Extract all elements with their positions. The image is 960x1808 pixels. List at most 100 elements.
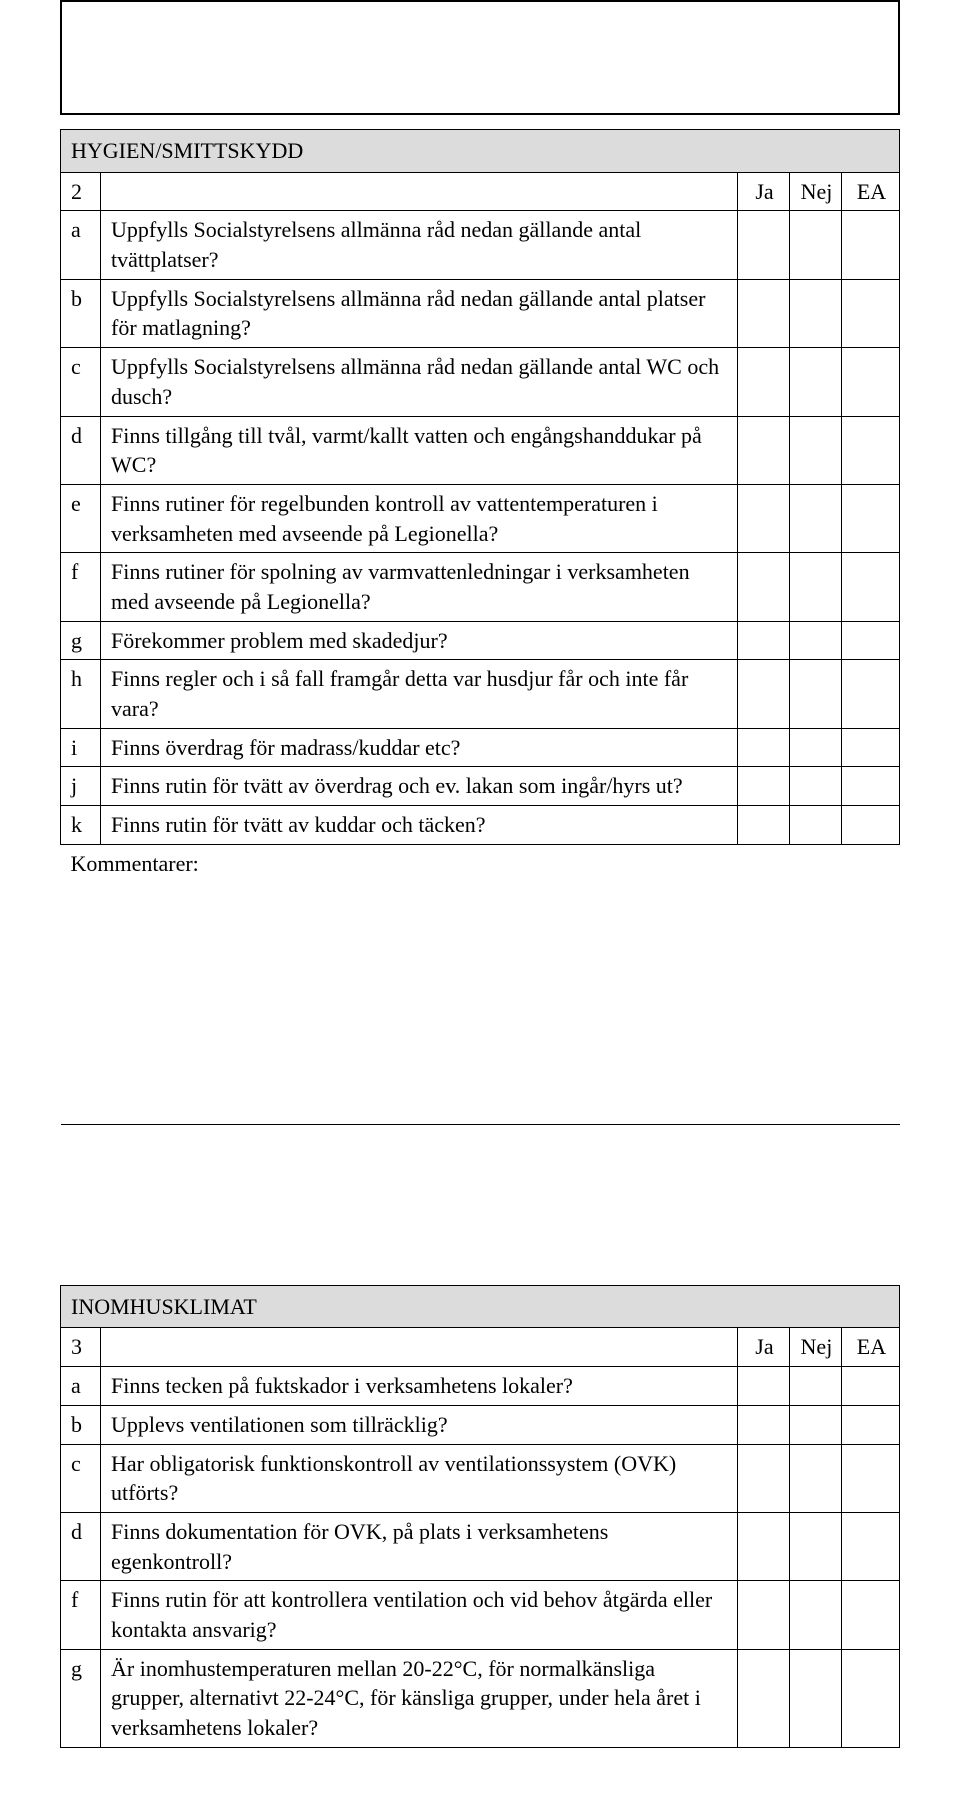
row-letter: c [61, 348, 101, 416]
row-text: Finns tillgång till tvål, varmt/kallt va… [101, 416, 738, 484]
table-row: b Upplevs ventilationen som tillräcklig? [61, 1405, 900, 1444]
row-letter: g [61, 621, 101, 660]
kommentar-cell[interactable]: Kommentarer: [61, 844, 900, 1124]
answer-ea[interactable] [841, 348, 899, 416]
table-row: f Finns rutin för att kontrollera ventil… [61, 1581, 900, 1649]
answer-nej[interactable] [789, 1649, 841, 1747]
answer-ea[interactable] [841, 1367, 899, 1406]
row-letter: k [61, 806, 101, 845]
answer-ea[interactable] [841, 1405, 899, 1444]
col-header-ea: EA [841, 172, 899, 211]
answer-ea[interactable] [841, 211, 899, 279]
col-header-nej: Nej [789, 172, 841, 211]
section-2-header-row: 2 Ja Nej EA [61, 172, 900, 211]
table-row: g Är inomhustemperaturen mellan 20-22°C,… [61, 1649, 900, 1747]
row-letter: c [61, 1444, 101, 1512]
answer-nej[interactable] [789, 660, 841, 728]
answer-ja[interactable] [737, 1512, 789, 1580]
row-text: Upplevs ventilationen som tillräcklig? [101, 1405, 738, 1444]
blank-cell [101, 1328, 738, 1367]
section-3-header-row: 3 Ja Nej EA [61, 1328, 900, 1367]
row-letter: b [61, 1405, 101, 1444]
answer-ea[interactable] [841, 728, 899, 767]
answer-nej[interactable] [789, 416, 841, 484]
answer-ja[interactable] [737, 806, 789, 845]
answer-ea[interactable] [841, 767, 899, 806]
table-row: d Finns dokumentation för OVK, på plats … [61, 1512, 900, 1580]
section-3-title: INOMHUSKLIMAT [61, 1285, 900, 1328]
answer-ea[interactable] [841, 1444, 899, 1512]
answer-ea[interactable] [841, 279, 899, 347]
answer-nej[interactable] [789, 484, 841, 552]
section-2-number: 2 [61, 172, 101, 211]
row-text: Finns rutin för att kontrollera ventilat… [101, 1581, 738, 1649]
answer-nej[interactable] [789, 211, 841, 279]
answer-ea[interactable] [841, 553, 899, 621]
row-text: Har obligatorisk funktionskontroll av ve… [101, 1444, 738, 1512]
row-letter: d [61, 416, 101, 484]
answer-nej[interactable] [789, 553, 841, 621]
section-3-table: INOMHUSKLIMAT 3 Ja Nej EA a Finns tecken… [60, 1285, 900, 1748]
answer-nej[interactable] [789, 1512, 841, 1580]
row-letter: d [61, 1512, 101, 1580]
table-row: a Finns tecken på fuktskador i verksamhe… [61, 1367, 900, 1406]
answer-ea[interactable] [841, 416, 899, 484]
row-text: Finns rutin för tvätt av kuddar och täck… [101, 806, 738, 845]
answer-ja[interactable] [737, 660, 789, 728]
answer-ja[interactable] [737, 348, 789, 416]
row-text: Förekommer problem med skadedjur? [101, 621, 738, 660]
row-text: Finns regler och i så fall framgår detta… [101, 660, 738, 728]
answer-ea[interactable] [841, 484, 899, 552]
answer-ea[interactable] [841, 1512, 899, 1580]
row-text: Finns rutiner för spolning av varmvatten… [101, 553, 738, 621]
answer-ja[interactable] [737, 621, 789, 660]
col-header-ja: Ja [737, 172, 789, 211]
row-letter: e [61, 484, 101, 552]
row-letter: h [61, 660, 101, 728]
answer-nej[interactable] [789, 1367, 841, 1406]
answer-nej[interactable] [789, 1405, 841, 1444]
answer-nej[interactable] [789, 621, 841, 660]
table-row: c Har obligatorisk funktionskontroll av … [61, 1444, 900, 1512]
answer-ja[interactable] [737, 1581, 789, 1649]
table-row: g Förekommer problem med skadedjur? [61, 621, 900, 660]
answer-ja[interactable] [737, 416, 789, 484]
answer-ea[interactable] [841, 621, 899, 660]
section-2-title: HYGIEN/SMITTSKYDD [61, 130, 900, 173]
row-letter: j [61, 767, 101, 806]
answer-nej[interactable] [789, 1444, 841, 1512]
col-header-nej: Nej [789, 1328, 841, 1367]
table-row: h Finns regler och i så fall framgår det… [61, 660, 900, 728]
answer-nej[interactable] [789, 279, 841, 347]
answer-nej[interactable] [789, 728, 841, 767]
row-text: Uppfylls Socialstyrelsens allmänna råd n… [101, 211, 738, 279]
answer-ea[interactable] [841, 1649, 899, 1747]
section-3-title-row: INOMHUSKLIMAT [61, 1285, 900, 1328]
row-letter: a [61, 211, 101, 279]
answer-ea[interactable] [841, 1581, 899, 1649]
answer-ja[interactable] [737, 1444, 789, 1512]
answer-ja[interactable] [737, 484, 789, 552]
row-text: Finns överdrag för madrass/kuddar etc? [101, 728, 738, 767]
answer-ja[interactable] [737, 211, 789, 279]
answer-ja[interactable] [737, 1649, 789, 1747]
answer-nej[interactable] [789, 767, 841, 806]
answer-ea[interactable] [841, 660, 899, 728]
answer-ja[interactable] [737, 767, 789, 806]
table-row: k Finns rutin för tvätt av kuddar och tä… [61, 806, 900, 845]
answer-nej[interactable] [789, 806, 841, 845]
answer-ja[interactable] [737, 728, 789, 767]
row-text: Uppfylls Socialstyrelsens allmänna råd n… [101, 279, 738, 347]
answer-ja[interactable] [737, 1405, 789, 1444]
col-header-ea: EA [841, 1328, 899, 1367]
answer-nej[interactable] [789, 348, 841, 416]
col-header-ja: Ja [737, 1328, 789, 1367]
table-row: c Uppfylls Socialstyrelsens allmänna råd… [61, 348, 900, 416]
answer-nej[interactable] [789, 1581, 841, 1649]
answer-ea[interactable] [841, 806, 899, 845]
kommentar-row: Kommentarer: [61, 844, 900, 1124]
answer-ja[interactable] [737, 279, 789, 347]
blank-cell [101, 172, 738, 211]
answer-ja[interactable] [737, 553, 789, 621]
answer-ja[interactable] [737, 1367, 789, 1406]
